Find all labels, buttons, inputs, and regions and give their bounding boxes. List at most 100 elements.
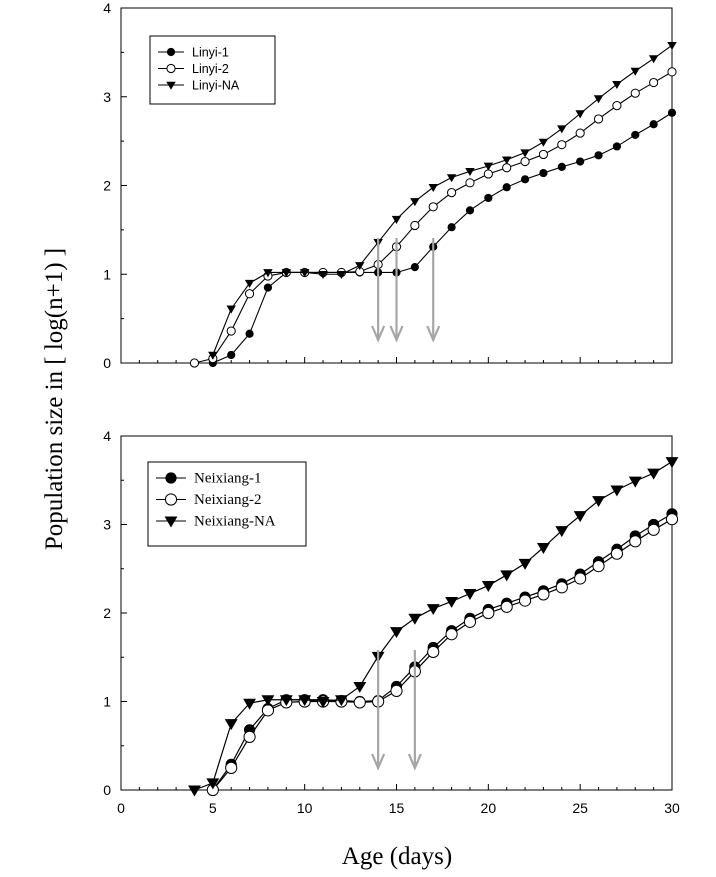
data-point xyxy=(593,95,604,104)
data-point xyxy=(539,168,548,178)
data-point xyxy=(463,589,477,600)
data-point xyxy=(520,175,530,184)
data-point xyxy=(630,67,640,76)
legend-marker xyxy=(165,472,177,484)
data-point xyxy=(428,202,438,212)
data-point xyxy=(465,167,475,177)
y-tick-label: 0 xyxy=(103,355,111,371)
data-point xyxy=(629,535,642,548)
y-tick-label: 3 xyxy=(103,517,111,533)
data-point xyxy=(463,615,477,628)
data-point xyxy=(648,55,659,64)
legend-label: Neixiang-2 xyxy=(194,492,261,508)
data-point xyxy=(298,695,312,707)
series-neixiang-na xyxy=(188,457,679,797)
data-point xyxy=(224,719,238,731)
x-tick-label: 0 xyxy=(117,800,125,816)
data-point xyxy=(445,628,458,641)
data-point xyxy=(536,543,550,554)
y-tick-label: 1 xyxy=(103,266,111,282)
data-point xyxy=(537,588,550,601)
series-linyi-2 xyxy=(189,67,677,368)
data-point xyxy=(520,149,530,158)
legend-label: Linyi-1 xyxy=(192,46,229,60)
data-point xyxy=(318,270,328,279)
data-point xyxy=(263,283,273,292)
legend-label: Linyi-NA xyxy=(192,79,240,93)
data-point xyxy=(243,730,256,744)
legend: Neixiang-1 Neixiang-2 Neixiang-NA xyxy=(147,461,307,547)
data-point xyxy=(227,350,236,360)
y-tick-label: 2 xyxy=(103,178,111,194)
data-point xyxy=(665,457,679,469)
data-point xyxy=(226,326,236,336)
data-point xyxy=(610,547,624,560)
x-axis-label: Age (days) xyxy=(342,843,452,870)
data-point xyxy=(281,269,292,278)
data-point xyxy=(555,581,568,594)
data-point xyxy=(206,778,220,790)
data-point xyxy=(481,581,495,593)
chart-panel-top: 0 1 2 3 4 Linyi-1 Linyi-2 Linyi-NA xyxy=(103,0,677,371)
data-point xyxy=(520,156,530,167)
data-point xyxy=(667,41,677,50)
data-point xyxy=(501,156,512,165)
series-line xyxy=(212,44,673,356)
data-point xyxy=(576,157,585,166)
legend-label: Neixiang-NA xyxy=(194,514,276,530)
data-point xyxy=(428,183,438,192)
data-point xyxy=(336,270,347,279)
data-point xyxy=(410,263,419,272)
arrow-marker xyxy=(389,238,404,343)
legend-marker xyxy=(164,493,178,506)
y-tick-label: 2 xyxy=(103,605,111,621)
y-tick-label: 4 xyxy=(103,0,111,16)
data-point xyxy=(518,558,532,570)
y-axis-label: Population size in [ log(n+1) ] xyxy=(41,248,68,550)
data-point xyxy=(574,572,587,585)
x-tick-label: 15 xyxy=(389,800,405,816)
data-point xyxy=(610,485,624,497)
data-point xyxy=(483,162,494,171)
y-tick-label: 0 xyxy=(103,782,111,798)
data-point xyxy=(427,645,440,659)
data-point xyxy=(647,523,660,536)
data-point xyxy=(518,594,532,607)
data-point xyxy=(538,149,549,160)
data-point xyxy=(500,600,513,613)
data-point xyxy=(647,468,661,480)
data-point xyxy=(465,178,475,188)
data-point xyxy=(334,695,348,707)
data-point xyxy=(390,684,403,697)
data-point xyxy=(408,613,422,625)
data-point xyxy=(353,696,366,709)
data-point xyxy=(555,526,569,538)
data-point xyxy=(299,269,310,278)
series-neixiang-1 xyxy=(207,508,678,796)
data-point xyxy=(244,279,255,288)
data-point xyxy=(261,695,275,707)
data-point xyxy=(667,67,677,77)
y-tick-label: 4 xyxy=(103,428,111,444)
data-point xyxy=(316,696,330,708)
data-point xyxy=(592,559,605,573)
data-point xyxy=(612,81,622,90)
x-tick-label: 10 xyxy=(297,800,313,816)
data-point xyxy=(594,151,603,160)
data-point xyxy=(649,77,659,88)
legend-label: Neixiang-1 xyxy=(194,471,261,487)
data-point xyxy=(557,140,567,150)
data-point xyxy=(446,174,457,183)
legend-marker xyxy=(164,516,178,528)
legend-marker xyxy=(166,81,176,90)
data-point xyxy=(575,110,585,119)
series-linyi-na xyxy=(208,41,677,360)
data-point xyxy=(279,695,293,707)
data-point xyxy=(573,511,587,523)
x-tick-label: 20 xyxy=(481,800,497,816)
data-point xyxy=(225,761,238,774)
data-point xyxy=(538,138,549,147)
arrow-marker xyxy=(371,238,386,343)
data-point xyxy=(188,785,201,797)
